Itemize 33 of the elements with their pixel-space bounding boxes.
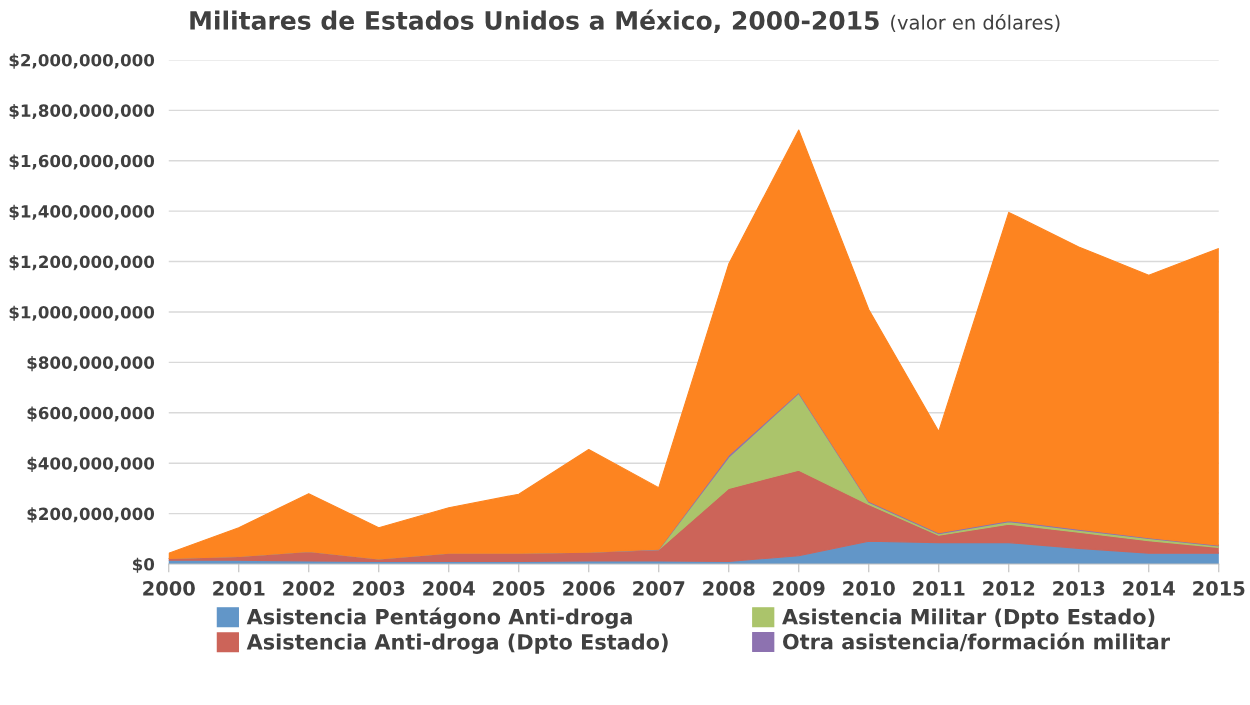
y-tick-label: $1,800,000,000 xyxy=(9,104,155,120)
y-tick-label: $400,000,000 xyxy=(27,456,155,472)
chart-subtitle: (valor en dólares) xyxy=(891,13,1060,33)
x-tick-label: 2008 xyxy=(703,581,755,596)
y-tick-label: $1,600,000,000 xyxy=(9,154,155,170)
x-tick-label: 2009 xyxy=(773,581,825,596)
x-tick-label: 2000 xyxy=(143,581,195,596)
x-tick-label: 2006 xyxy=(563,581,615,596)
y-tick-label: $1,000,000,000 xyxy=(9,305,155,321)
chart-title: Militares de Estados Unidos a México, 2000-2015 xyxy=(190,9,879,34)
x-tick-label: 2005 xyxy=(493,581,545,596)
y-tick-label: $600,000,000 xyxy=(27,406,155,422)
x-tick-label: 2001 xyxy=(213,581,265,596)
y-tick-label: $200,000,000 xyxy=(27,507,155,523)
x-tick-label: 2010 xyxy=(843,581,895,596)
legend-label: Asistencia Militar (Dpto Estado) xyxy=(782,608,1155,629)
x-tick-label: 2015 xyxy=(1193,581,1245,596)
y-tick-label: $1,200,000,000 xyxy=(9,255,155,271)
y-tick-label: $800,000,000 xyxy=(27,356,155,372)
y-tick-label: $2,000,000,000 xyxy=(9,53,155,69)
x-tick-label: 2004 xyxy=(423,581,475,596)
x-tick-label: 2002 xyxy=(283,581,335,596)
x-tick-label: 2011 xyxy=(913,581,965,596)
x-tick-label: 2013 xyxy=(1053,581,1105,596)
legend-label: Asistencia Anti-droga (Dpto Estado) xyxy=(246,633,668,654)
legend-label: Asistencia Pentágono Anti-droga xyxy=(246,607,632,629)
legend-label: Otra asistencia/formación militar xyxy=(783,632,1170,652)
y-tick-label: $1,400,000,000 xyxy=(9,204,155,220)
x-tick-label: 2014 xyxy=(1123,581,1175,596)
x-tick-label: 2012 xyxy=(983,581,1035,596)
x-tick-label: 2007 xyxy=(633,581,685,596)
y-tick-label: $0 xyxy=(132,557,155,573)
x-tick-label: 2003 xyxy=(353,581,405,596)
